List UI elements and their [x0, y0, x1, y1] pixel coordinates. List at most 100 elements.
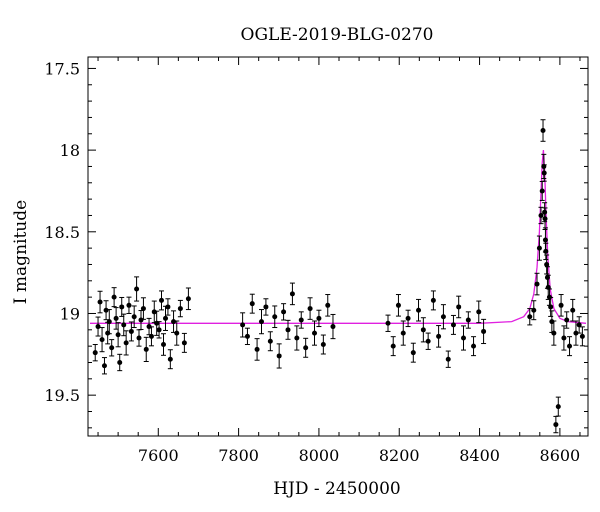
data-point [564, 311, 570, 329]
marker [95, 324, 101, 330]
marker [92, 350, 98, 356]
marker [115, 332, 121, 338]
marker [151, 309, 157, 315]
marker [544, 275, 550, 281]
data-point [258, 309, 264, 335]
marker [140, 306, 146, 312]
data-point [385, 314, 391, 332]
plot-frame [87, 56, 589, 437]
marker [126, 302, 132, 308]
x-tick-label: 8600 [540, 446, 581, 465]
marker [307, 306, 313, 312]
data-point [119, 296, 125, 317]
data-point [158, 290, 164, 311]
marker [481, 328, 487, 334]
data-point [425, 332, 431, 350]
marker [542, 216, 548, 222]
marker [465, 317, 471, 323]
marker [430, 297, 436, 303]
data-point [128, 321, 134, 342]
data-point [551, 320, 557, 346]
marker [103, 307, 109, 313]
y-axis-label: I magnitude [11, 200, 31, 304]
marker [185, 296, 191, 302]
marker [181, 340, 187, 346]
marker [539, 188, 545, 194]
data-point [579, 326, 585, 347]
marker [456, 304, 462, 310]
data-point [92, 344, 98, 362]
marker [471, 343, 477, 349]
marker [109, 345, 115, 351]
marker [549, 319, 555, 325]
data-point [549, 310, 555, 333]
data-point [330, 313, 336, 340]
data-point [405, 309, 411, 328]
data-point [456, 295, 462, 319]
x-tick-label: 8000 [299, 446, 340, 465]
data-point [476, 300, 482, 324]
marker [171, 319, 177, 325]
data-point [171, 310, 177, 333]
data-point [395, 294, 401, 317]
data-point [138, 310, 144, 330]
data-point [249, 293, 255, 314]
marker [254, 346, 260, 352]
marker [538, 212, 544, 218]
marker [573, 330, 579, 336]
data-point [289, 282, 295, 306]
data-point [561, 325, 567, 351]
axis-ticks: 7600 7800 8000 8200 8400 8600 17.5 18 18.5 19 19.5 [44, 57, 588, 465]
marker [158, 297, 164, 303]
marker [281, 309, 287, 315]
marker [420, 327, 426, 333]
data-point [538, 206, 544, 225]
marker [128, 328, 134, 334]
data-point [567, 336, 573, 357]
data-point [109, 339, 115, 357]
y-tick-label: 19.5 [44, 386, 80, 405]
data-point [276, 343, 282, 369]
data-point [481, 318, 487, 345]
data-point [151, 300, 157, 324]
marker [450, 322, 456, 328]
marker [461, 335, 467, 341]
data-point [555, 396, 561, 417]
data-point [181, 332, 187, 353]
x-tick-label: 8200 [379, 446, 420, 465]
marker [534, 281, 540, 287]
data-point [174, 320, 180, 346]
data-point [294, 325, 300, 351]
marker [263, 304, 269, 310]
data-point [281, 303, 287, 321]
data-point [461, 325, 467, 351]
marker [143, 346, 149, 352]
data-point [320, 334, 326, 355]
marker [303, 345, 309, 351]
data-point [541, 164, 547, 182]
marker [136, 335, 142, 341]
y-tick-label: 18.5 [44, 223, 80, 242]
x-tick-label: 7600 [138, 446, 179, 465]
marker [294, 335, 300, 341]
marker [111, 294, 117, 300]
data-point [97, 290, 103, 314]
marker [543, 248, 549, 254]
data-point [570, 298, 576, 322]
x-tick-label: 8400 [459, 446, 500, 465]
data-point [131, 305, 137, 329]
data-point [99, 327, 105, 353]
data-point [185, 287, 191, 311]
marker [244, 333, 250, 339]
data-point [113, 307, 119, 330]
data-point [148, 326, 154, 347]
marker [117, 359, 123, 365]
marker [119, 304, 125, 310]
marker [174, 330, 180, 336]
data-point [143, 336, 149, 363]
data-point [123, 330, 129, 356]
marker [542, 237, 548, 243]
marker [285, 327, 291, 333]
marker [272, 314, 278, 320]
data-point [558, 294, 564, 317]
